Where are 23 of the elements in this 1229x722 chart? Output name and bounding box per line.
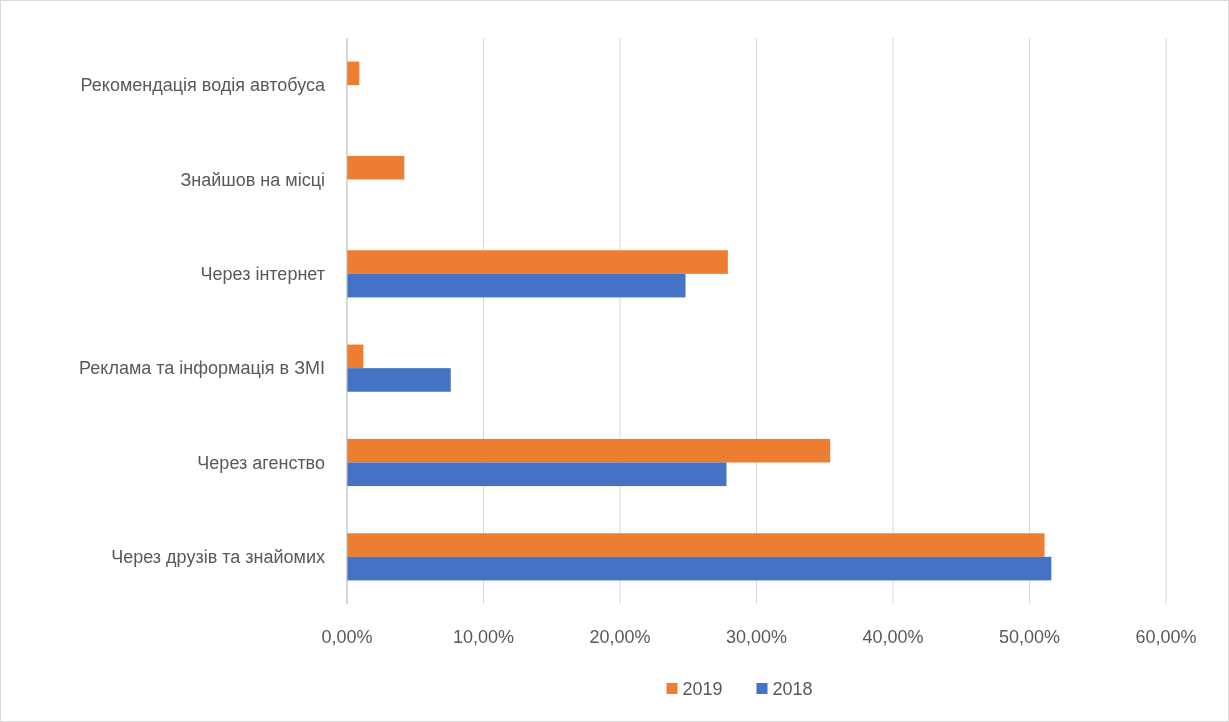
bar — [347, 250, 728, 274]
bar — [347, 155, 405, 180]
bar — [347, 462, 727, 487]
x-tick-label: 60,00% — [1135, 627, 1197, 647]
y-tick-label: Рекомендація водія автобуса — [80, 75, 326, 96]
y-tick-label: Через друзів та знайомих — [111, 546, 325, 567]
y-tick-label: Через агенство — [197, 452, 325, 473]
bar — [347, 533, 1045, 557]
y-tick-label: Реклама та інформація в ЗМІ — [79, 358, 325, 379]
legend-label: 2019 — [682, 679, 723, 699]
x-tick-label: 30,00% — [725, 627, 788, 647]
bar — [347, 438, 831, 463]
bar — [347, 273, 686, 298]
x-tick-label: 20,00% — [589, 627, 651, 647]
x-tick-label: 0,00% — [321, 627, 373, 647]
bar — [347, 556, 1052, 581]
legend-label: 2018 — [772, 679, 813, 699]
bar — [347, 368, 451, 392]
x-tick-label: 40,00% — [862, 627, 924, 647]
y-tick-label: Знайшов на місці — [180, 169, 325, 190]
x-tick-label: 50,00% — [998, 627, 1061, 647]
x-tick-label: 10,00% — [452, 627, 515, 647]
y-tick-label: Через інтернет — [200, 263, 325, 284]
